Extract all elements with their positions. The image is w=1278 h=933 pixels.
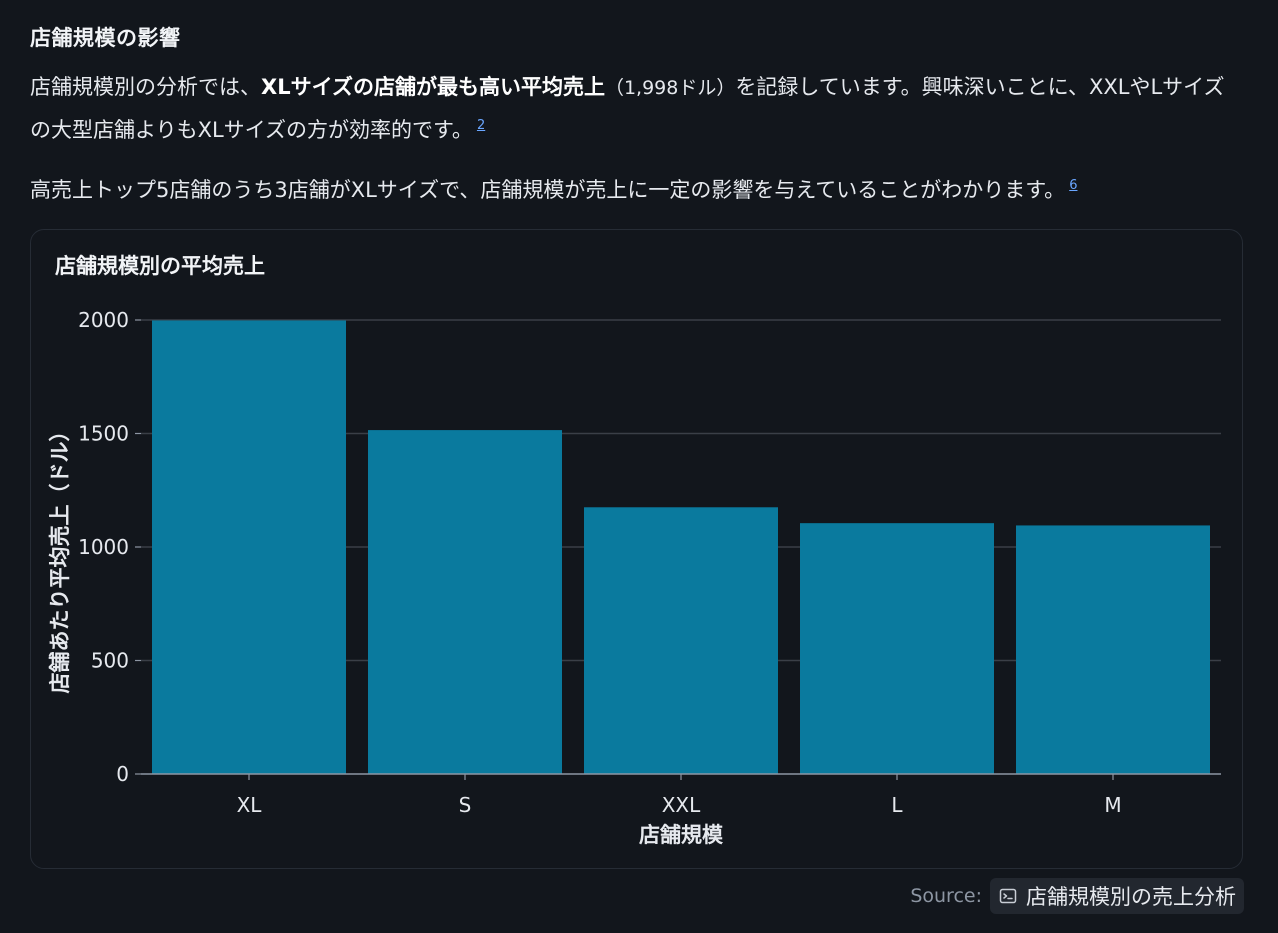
source-label: Source: [910,885,982,907]
y-tick-label: 0 [116,762,129,786]
para1-text-1: 店舗規模別の分析では、 [30,75,261,99]
bar-l [800,523,994,774]
para1-value-text: （1,998ドル） [604,77,736,99]
x-tick-label: S [459,793,472,817]
terminal-icon [999,888,1017,904]
bar-s [368,430,562,774]
x-tick-label: XXL [662,793,701,817]
y-tick-label: 1000 [78,535,129,559]
source-link[interactable]: 店舗規模別の売上分析 [990,878,1244,914]
x-tick-label: L [891,793,903,817]
y-tick-label: 1500 [78,422,129,446]
x-tick-label: M [1104,793,1121,817]
chart-title: 店舗規模別の平均売上 [55,254,265,278]
paragraph-store-size-analysis: 店舗規模別の分析では、XLサイズの店舗が最も高い平均売上（1,998ドル）を記録… [30,68,1245,149]
paragraph-top5-stores: 高売上トップ5店舗のうち3店舗がXLサイズで、店舗規模が売上に一定の影響を与えて… [30,167,1245,209]
bar-xl [152,320,346,774]
para1-bold-text: XLサイズの店舗が最も高い平均売上 [261,75,605,99]
para1-text-2: を記録しています。興味深いことに、XXLやLサイズの大型店舗よりもXLサイズの方… [30,75,1225,142]
bar-chart: 0 500 1000 1500 2000 XL S XXL L M 店舗規模 店舗あたり平均売上（ドル… [48,308,1221,847]
source-link-text: 店舗規模別の売上分析 [1026,885,1236,909]
y-tick-label: 500 [91,649,129,673]
para2-text: 高売上トップ5店舗のうち3店舗がXLサイズで、店舗規模が売上に一定の影響を与えて… [30,178,1066,202]
source-row: Source: 店舗規模別の売上分析 [910,878,1244,914]
section-title: 店舗規模の影響 [30,26,181,50]
citation-link[interactable]: 6 [1069,178,1078,193]
y-axis-title: 店舗あたり平均売上（ドル） [48,421,72,694]
y-tick-label: 2000 [78,308,129,332]
x-tick-label: XL [237,793,263,817]
chart-card: 店舗規模別の平均売上 0 500 1000 1500 2000 XL S XXL L M 店舗規模 店… [30,229,1243,869]
citation-link[interactable]: 2 [476,118,486,133]
bar-m [1016,525,1210,774]
bar-xxl [584,507,778,774]
x-axis-title: 店舗規模 [639,823,724,847]
